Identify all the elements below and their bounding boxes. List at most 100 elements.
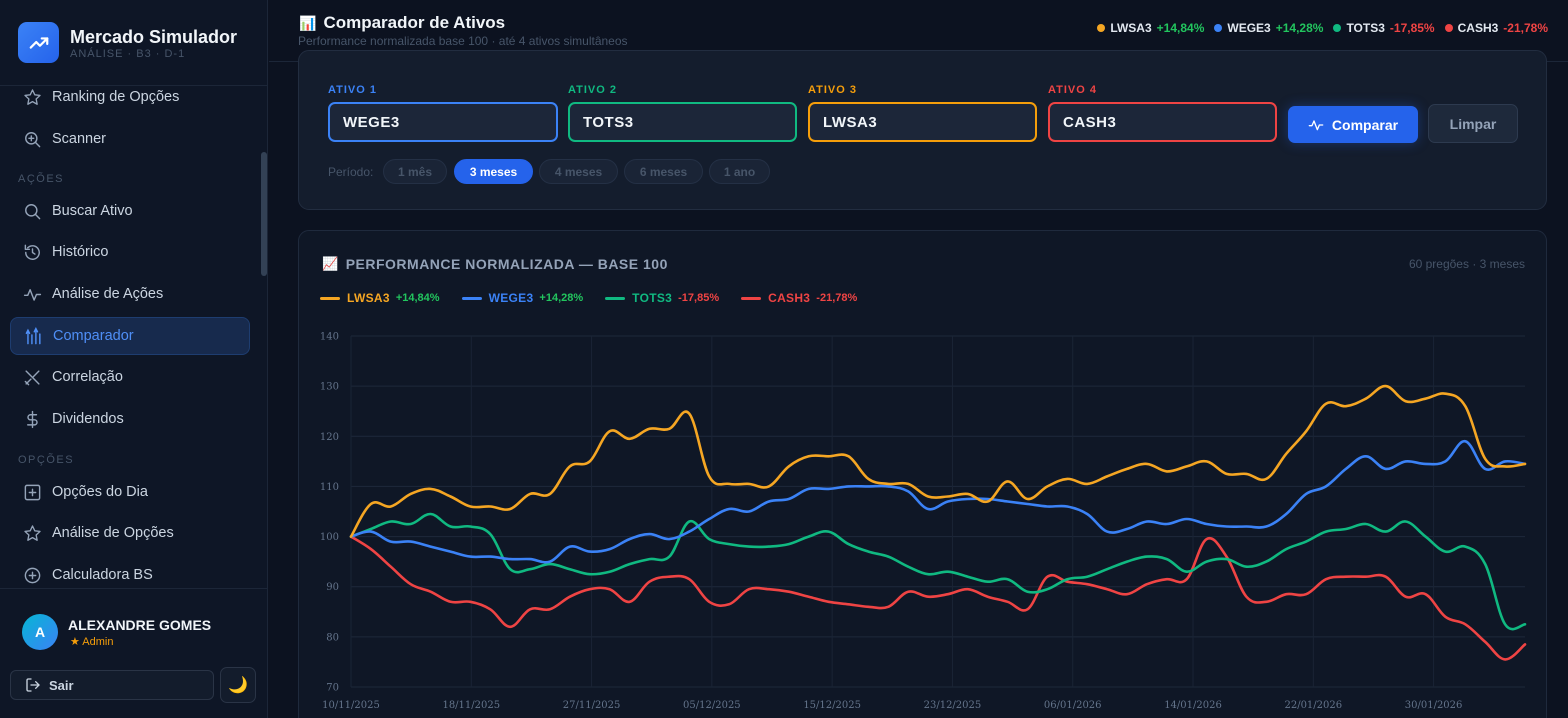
field-label-ativo-2: ATIVO 2	[568, 84, 617, 96]
ativo-3-input[interactable]: LWSA3	[808, 102, 1037, 142]
summary-legend: LWSA3 +14,84% WEGE3 +14,28% TOTS3 -17,85% CASH…	[1087, 21, 1548, 35]
user-panel: A ALEXANDRE GOMES ★ Admin Sair 🌙	[0, 588, 268, 718]
sidebar-item-comparador[interactable]: Comparador	[10, 317, 250, 355]
bar-chart-icon: 📊	[299, 14, 317, 31]
zoom-in-icon	[22, 129, 42, 149]
summary-code: CASH3	[1457, 21, 1499, 35]
y-tick-label: 120	[320, 432, 339, 443]
user-name: ALEXANDRE GOMES	[68, 617, 212, 633]
period-chip-6-meses[interactable]: 6 meses	[624, 159, 703, 184]
sidebar-item-historico[interactable]: Histórico	[10, 233, 250, 271]
sidebar-item-label: Correlação	[52, 369, 123, 385]
legend-item-lwsa3[interactable]: LWSA3 +14,84%	[320, 291, 440, 305]
legend-change: +14,28%	[539, 292, 584, 304]
legend-label: TOTS3	[632, 291, 673, 305]
sidebar-item-scanner[interactable]: Scanner	[10, 120, 250, 158]
summary-item-cash3: CASH3 -21,78%	[1444, 21, 1548, 35]
clear-button[interactable]: Limpar	[1428, 104, 1518, 143]
chart-legend: LWSA3 +14,84% WEGE3 +14,28% TOTS3 -17,85% CASH…	[320, 291, 879, 305]
period-chip-1-mes[interactable]: 1 mês	[383, 159, 447, 184]
legend-label: WEGE3	[488, 291, 534, 305]
summary-code: WEGE3	[1227, 21, 1271, 35]
plus-circle-icon	[22, 565, 42, 585]
legend-swatch	[461, 296, 482, 300]
summary-change: +14,28%	[1275, 21, 1324, 35]
avatar[interactable]: A	[22, 614, 58, 650]
legend-swatch	[605, 296, 626, 300]
color-dot	[1333, 24, 1342, 32]
x-tick-label: 30/01/2026	[1405, 700, 1463, 711]
series-line-wege3	[349, 440, 1527, 564]
sidebar-item-label: Opções do Dia	[52, 484, 148, 500]
summary-item-wege3: WEGE3 +14,28%	[1214, 21, 1323, 35]
sidebar-item-opcoes-dia[interactable]: Opções do Dia	[10, 473, 250, 511]
period-chip-1-ano[interactable]: 1 ano	[709, 159, 770, 184]
sidebar-item-analise-acoes[interactable]: Análise de Ações	[10, 275, 250, 313]
legend-change: +14,84%	[395, 292, 440, 304]
legend-swatch	[320, 296, 340, 300]
period-chip-4-meses[interactable]: 4 meses	[539, 159, 618, 184]
sidebar-item-label: Scanner	[52, 131, 107, 147]
sidebar: Mercado Simulador ANÁLISE · B3 · D-1 Ran…	[0, 0, 268, 718]
logout-button[interactable]: Sair	[10, 670, 214, 700]
x-tick-label: 18/11/2025	[442, 700, 500, 711]
summary-code: TOTS3	[1346, 21, 1385, 35]
color-dot	[1214, 24, 1223, 32]
sidebar-item-analise-opcoes[interactable]: Análise de Opções	[10, 514, 250, 552]
y-tick-label: 110	[320, 482, 339, 493]
summary-code: LWSA3	[1110, 21, 1152, 35]
compare-button[interactable]: Comparar	[1288, 106, 1418, 143]
sidebar-item-label: Análise de Ações	[52, 286, 164, 302]
legend-item-cash3[interactable]: CASH3 -21,78%	[741, 291, 857, 305]
sidebar-scrollbar[interactable]	[261, 152, 267, 276]
x-tick-label: 22/01/2026	[1284, 700, 1342, 711]
line-chart-icon: 📈	[322, 256, 339, 271]
app-subtitle: ANÁLISE · B3 · D-1	[70, 47, 186, 60]
ativo-1-input[interactable]: WEGE3	[328, 102, 558, 142]
y-tick-label: 100	[320, 532, 339, 543]
summary-change: -17,85%	[1389, 21, 1435, 35]
sidebar-item-buscar-ativo[interactable]: Buscar Ativo	[10, 192, 250, 230]
x-tick-label: 27/11/2025	[563, 700, 621, 711]
legend-item-tots3[interactable]: TOTS3 -17,85%	[605, 291, 719, 305]
field-label-ativo-3: ATIVO 3	[808, 84, 857, 96]
x-tick-label: 14/01/2026	[1164, 700, 1222, 711]
x-tick-label: 05/12/2025	[683, 700, 741, 711]
legend-swatch	[741, 296, 762, 300]
sidebar-item-label: Ranking de Opções	[52, 89, 180, 105]
sidebar-item-calculadora-bs[interactable]: Calculadora BS	[10, 556, 250, 588]
color-dot	[1097, 24, 1106, 32]
theme-toggle-button[interactable]: 🌙	[220, 667, 256, 703]
ativo-4-input[interactable]: CASH3	[1048, 102, 1277, 142]
y-tick-label: 130	[320, 382, 339, 393]
chart-title-text: PERFORMANCE NORMALIZADA — BASE 100	[345, 256, 668, 272]
logout-icon	[25, 677, 41, 693]
sidebar-item-label: Buscar Ativo	[52, 203, 133, 219]
field-label-ativo-1: ATIVO 1	[328, 84, 377, 96]
summary-item-tots3: TOTS3 -17,85%	[1333, 21, 1435, 35]
sidebar-item-ranking-opcoes[interactable]: Ranking de Opções	[10, 86, 250, 116]
legend-label: CASH3	[768, 291, 811, 305]
activity-icon	[22, 284, 42, 304]
ativo-2-input[interactable]: TOTS3	[568, 102, 797, 142]
sidebar-item-label: Calculadora BS	[52, 567, 153, 583]
summary-change: +14,84%	[1156, 21, 1205, 35]
dollar-icon	[22, 409, 42, 429]
section-opcoes: OPÇÕES	[18, 454, 75, 466]
period-chip-3-meses[interactable]: 3 meses	[454, 159, 533, 184]
performance-chart: 70 80 90 100 110 120 130 140 10/11/2025 18/11/202…	[320, 332, 1527, 711]
chart-meta: 60 pregões · 3 meses	[1408, 257, 1525, 271]
trend-icon	[18, 22, 59, 63]
period-label: Período:	[328, 165, 374, 179]
legend-label: LWSA3	[347, 291, 390, 305]
legend-item-wege3[interactable]: WEGE3 +14,28%	[461, 291, 584, 305]
y-tick-label: 140	[320, 332, 339, 343]
x-tick-label: 10/11/2025	[322, 700, 380, 711]
user-role: ★ Admin	[70, 636, 114, 648]
sidebar-item-dividendos[interactable]: Dividendos	[10, 400, 250, 438]
page-title: 📊 Comparador de Ativos	[299, 13, 505, 33]
sidebar-item-correlacao[interactable]: Correlação	[10, 358, 250, 396]
x-tick-label: 06/01/2026	[1044, 700, 1102, 711]
series-line-tots3	[349, 512, 1527, 631]
app-title: Mercado Simulador	[70, 26, 238, 47]
